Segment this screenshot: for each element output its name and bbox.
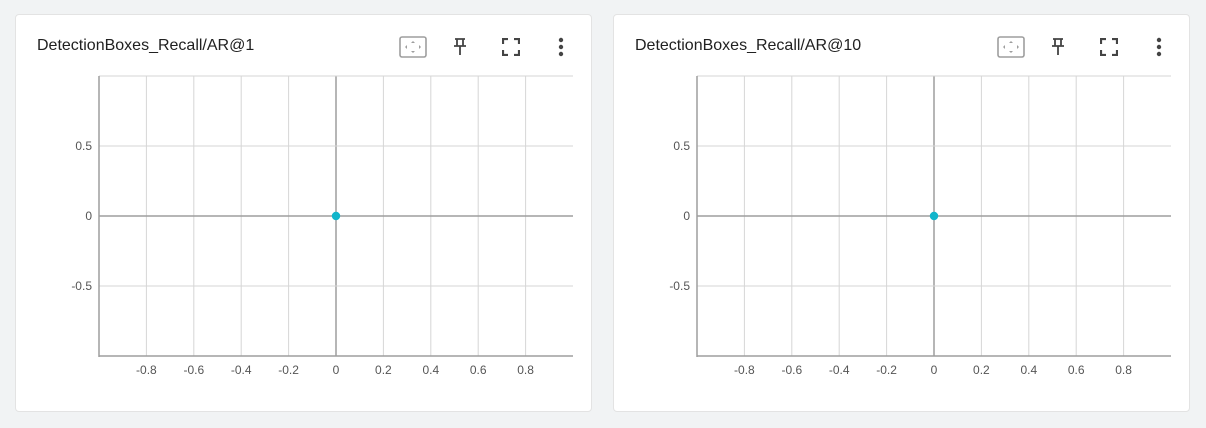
fit-domain-icon[interactable] [997, 33, 1025, 61]
y-tick-label: -0.5 [71, 279, 92, 293]
x-tick-label: -0.6 [781, 363, 802, 377]
chart-card: DetectionBoxes_Recall/AR@1 -0.8 -0 [15, 14, 592, 412]
y-tick-label: -0.5 [669, 279, 690, 293]
chart-plot[interactable]: -0.8 -0.6 -0.4 -0.2 0 0.2 0.4 0.6 0.8 0.5 0 -0.5 [614, 15, 1191, 413]
y-tick-label: 0 [683, 209, 690, 223]
x-tick-label: -0.2 [876, 363, 897, 377]
x-tick-label: 0 [333, 363, 340, 377]
x-tick-label: 0.4 [1020, 363, 1037, 377]
x-tick-label: -0.8 [734, 363, 755, 377]
x-tick-label: 0.6 [470, 363, 487, 377]
fullscreen-icon[interactable] [497, 33, 525, 61]
fit-domain-icon[interactable] [399, 33, 427, 61]
x-tick-label: -0.8 [136, 363, 157, 377]
y-tick-label: 0.5 [673, 139, 690, 153]
pin-icon[interactable] [1044, 33, 1072, 61]
y-tick-label: 0 [85, 209, 92, 223]
data-point[interactable] [331, 211, 341, 221]
x-tick-label: 0.2 [375, 363, 392, 377]
x-tick-label: 0.4 [422, 363, 439, 377]
chart-title: DetectionBoxes_Recall/AR@10 [635, 37, 862, 54]
x-tick-label: 0 [931, 363, 938, 377]
x-tick-label: 0.8 [1115, 363, 1132, 377]
more-vert-icon[interactable] [1145, 33, 1173, 61]
x-tick-label: -0.4 [829, 363, 850, 377]
y-tick-label: 0.5 [75, 139, 92, 153]
x-tick-label: 0.2 [973, 363, 990, 377]
pin-icon[interactable] [446, 33, 474, 61]
chart-title: DetectionBoxes_Recall/AR@1 [37, 37, 255, 54]
x-tick-label: 0.8 [517, 363, 534, 377]
more-vert-icon[interactable] [547, 33, 575, 61]
fullscreen-icon[interactable] [1095, 33, 1123, 61]
x-tick-label: -0.4 [231, 363, 252, 377]
chart-plot[interactable]: -0.8 -0.6 -0.4 -0.2 0 0.2 0.4 0.6 0.8 0.5 0 -0.5 [16, 15, 593, 413]
x-tick-label: -0.2 [278, 363, 299, 377]
data-point[interactable] [929, 211, 939, 221]
chart-card: DetectionBoxes_Recall/AR@10 -0.8- [613, 14, 1190, 412]
x-tick-label: 0.6 [1068, 363, 1085, 377]
x-tick-label: -0.6 [183, 363, 204, 377]
